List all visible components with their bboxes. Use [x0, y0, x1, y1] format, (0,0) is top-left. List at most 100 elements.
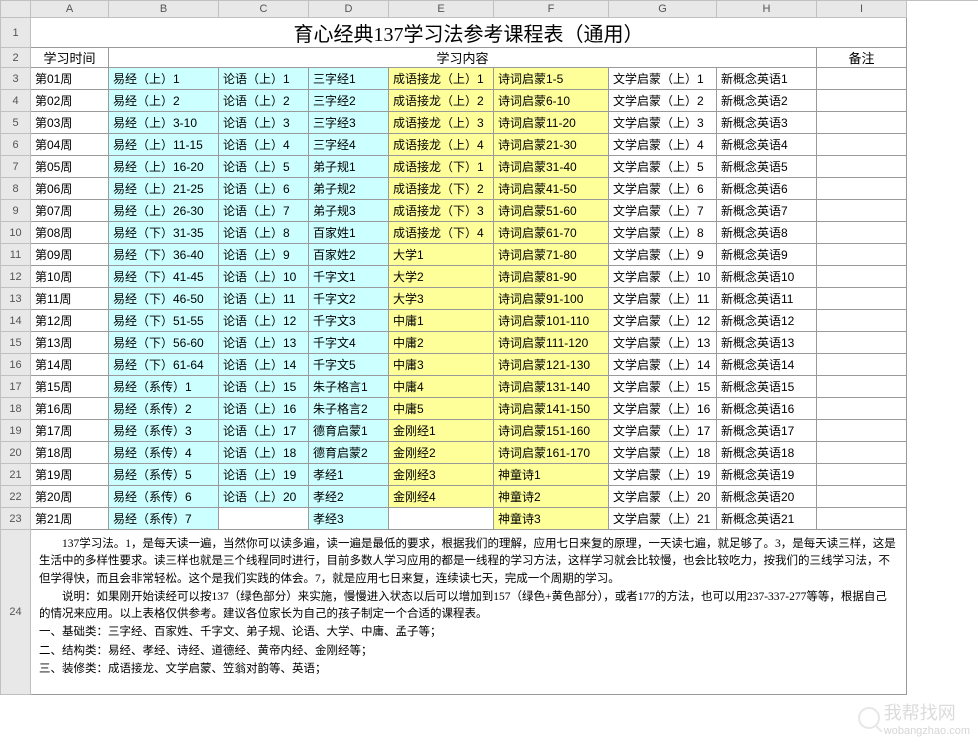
- data-cell[interactable]: 易经（下）61-64: [109, 354, 219, 376]
- row-header[interactable]: 21: [1, 464, 31, 486]
- data-cell[interactable]: 诗词启蒙51-60: [494, 200, 609, 222]
- week-cell[interactable]: 第10周: [31, 266, 109, 288]
- data-cell[interactable]: 三字经3: [309, 112, 389, 134]
- data-cell[interactable]: 文学启蒙（上）8: [609, 222, 717, 244]
- row-header[interactable]: 1: [1, 18, 31, 48]
- data-cell[interactable]: 文学启蒙（上）11: [609, 288, 717, 310]
- data-cell[interactable]: 论语（上）18: [219, 442, 309, 464]
- data-cell[interactable]: 新概念英语19: [717, 464, 817, 486]
- data-cell[interactable]: 论语（上）3: [219, 112, 309, 134]
- row-header[interactable]: 23: [1, 508, 31, 530]
- row-header[interactable]: 7: [1, 156, 31, 178]
- data-cell[interactable]: 金刚经4: [389, 486, 494, 508]
- data-cell[interactable]: 诗词启蒙131-140: [494, 376, 609, 398]
- data-cell[interactable]: 新概念英语18: [717, 442, 817, 464]
- data-cell[interactable]: 论语（上）7: [219, 200, 309, 222]
- data-cell[interactable]: 百家姓1: [309, 222, 389, 244]
- row-header[interactable]: 6: [1, 134, 31, 156]
- data-cell[interactable]: [219, 508, 309, 530]
- data-cell[interactable]: 孝经3: [309, 508, 389, 530]
- data-cell[interactable]: 金刚经3: [389, 464, 494, 486]
- col-header[interactable]: [1, 1, 31, 18]
- col-header[interactable]: C: [219, 1, 309, 18]
- data-cell[interactable]: 易经（下）46-50: [109, 288, 219, 310]
- data-cell[interactable]: 诗词启蒙71-80: [494, 244, 609, 266]
- note-cell[interactable]: [817, 90, 907, 112]
- note-cell[interactable]: [817, 508, 907, 530]
- data-cell[interactable]: 文学启蒙（上）2: [609, 90, 717, 112]
- data-cell[interactable]: 诗词启蒙11-20: [494, 112, 609, 134]
- data-cell[interactable]: 论语（上）4: [219, 134, 309, 156]
- note-cell[interactable]: [817, 288, 907, 310]
- note-cell[interactable]: [817, 266, 907, 288]
- note-cell[interactable]: [817, 68, 907, 90]
- data-cell[interactable]: 弟子规2: [309, 178, 389, 200]
- data-cell[interactable]: 文学启蒙（上）15: [609, 376, 717, 398]
- week-cell[interactable]: 第21周: [31, 508, 109, 530]
- data-cell[interactable]: 论语（上）10: [219, 266, 309, 288]
- data-cell[interactable]: 文学启蒙（上）13: [609, 332, 717, 354]
- data-cell[interactable]: 中庸2: [389, 332, 494, 354]
- data-cell[interactable]: 孝经2: [309, 486, 389, 508]
- data-cell[interactable]: 诗词启蒙61-70: [494, 222, 609, 244]
- row-header[interactable]: 12: [1, 266, 31, 288]
- data-cell[interactable]: 易经（上）3-10: [109, 112, 219, 134]
- data-cell[interactable]: 易经（上）21-25: [109, 178, 219, 200]
- data-cell[interactable]: 论语（上）16: [219, 398, 309, 420]
- data-cell[interactable]: 易经（上）1: [109, 68, 219, 90]
- data-cell[interactable]: 文学启蒙（上）3: [609, 112, 717, 134]
- col-header[interactable]: H: [717, 1, 817, 18]
- week-cell[interactable]: 第06周: [31, 178, 109, 200]
- data-cell[interactable]: 论语（上）8: [219, 222, 309, 244]
- data-cell[interactable]: 诗词启蒙101-110: [494, 310, 609, 332]
- row-header[interactable]: 10: [1, 222, 31, 244]
- data-cell[interactable]: 易经（上）11-15: [109, 134, 219, 156]
- data-cell[interactable]: 易经（下）56-60: [109, 332, 219, 354]
- data-cell[interactable]: 易经（下）41-45: [109, 266, 219, 288]
- data-cell[interactable]: 新概念英语14: [717, 354, 817, 376]
- data-cell[interactable]: 金刚经1: [389, 420, 494, 442]
- data-cell[interactable]: 文学启蒙（上）10: [609, 266, 717, 288]
- data-cell[interactable]: 中庸1: [389, 310, 494, 332]
- note-cell[interactable]: [817, 112, 907, 134]
- data-cell[interactable]: 新概念英语20: [717, 486, 817, 508]
- data-cell[interactable]: 成语接龙（上）1: [389, 68, 494, 90]
- row-header[interactable]: 16: [1, 354, 31, 376]
- row-header[interactable]: 18: [1, 398, 31, 420]
- col-header[interactable]: G: [609, 1, 717, 18]
- week-cell[interactable]: 第05周: [31, 156, 109, 178]
- col-header[interactable]: F: [494, 1, 609, 18]
- week-cell[interactable]: 第11周: [31, 288, 109, 310]
- note-cell[interactable]: [817, 156, 907, 178]
- data-cell[interactable]: 易经（下）51-55: [109, 310, 219, 332]
- data-cell[interactable]: 文学启蒙（上）19: [609, 464, 717, 486]
- data-cell[interactable]: 论语（上）19: [219, 464, 309, 486]
- data-cell[interactable]: 千字文2: [309, 288, 389, 310]
- week-cell[interactable]: 第19周: [31, 464, 109, 486]
- header-note[interactable]: 备注: [817, 48, 907, 68]
- data-cell[interactable]: 新概念英语17: [717, 420, 817, 442]
- note-cell[interactable]: [817, 354, 907, 376]
- data-cell[interactable]: 易经（下）36-40: [109, 244, 219, 266]
- data-cell[interactable]: 诗词启蒙1-5: [494, 68, 609, 90]
- week-cell[interactable]: 第15周: [31, 376, 109, 398]
- data-cell[interactable]: 大学2: [389, 266, 494, 288]
- data-cell[interactable]: 三字经1: [309, 68, 389, 90]
- week-cell[interactable]: 第18周: [31, 442, 109, 464]
- data-cell[interactable]: 易经（下）31-35: [109, 222, 219, 244]
- data-cell[interactable]: 诗词启蒙21-30: [494, 134, 609, 156]
- data-cell[interactable]: 易经（系传）2: [109, 398, 219, 420]
- data-cell[interactable]: 神童诗3: [494, 508, 609, 530]
- data-cell[interactable]: 成语接龙（下）4: [389, 222, 494, 244]
- data-cell[interactable]: 诗词启蒙151-160: [494, 420, 609, 442]
- data-cell[interactable]: 千字文5: [309, 354, 389, 376]
- data-cell[interactable]: 文学启蒙（上）4: [609, 134, 717, 156]
- data-cell[interactable]: 诗词启蒙41-50: [494, 178, 609, 200]
- data-cell[interactable]: 文学启蒙（上）18: [609, 442, 717, 464]
- data-cell[interactable]: 论语（上）15: [219, 376, 309, 398]
- data-cell[interactable]: 论语（上）14: [219, 354, 309, 376]
- data-cell[interactable]: 金刚经2: [389, 442, 494, 464]
- data-cell[interactable]: 新概念英语2: [717, 90, 817, 112]
- row-header[interactable]: 14: [1, 310, 31, 332]
- data-cell[interactable]: 千字文4: [309, 332, 389, 354]
